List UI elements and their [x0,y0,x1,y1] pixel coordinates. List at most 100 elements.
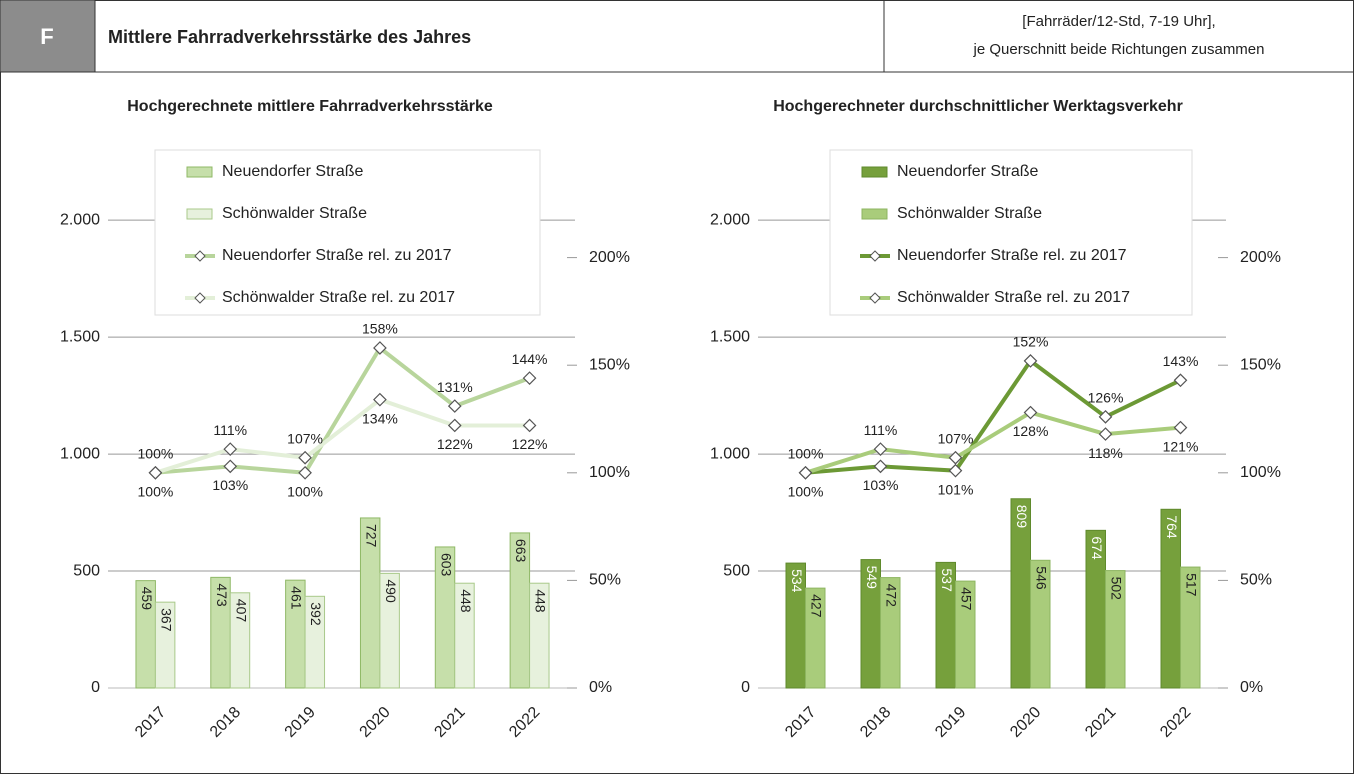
y-tick-label: 500 [73,562,100,579]
line-value-label: 100% [788,484,824,500]
line-marker [873,459,888,474]
bar-value-label: 461 [289,586,305,610]
y-tick-label: 0 [741,679,750,696]
bar [1030,559,1051,689]
y2-tick-label: 200% [1240,249,1281,266]
header-note: [Fahrräder/12-Std, 7-19 Uhr], [1022,13,1215,30]
line-value-label: 107% [938,430,974,446]
bar-value-label: 472 [884,584,900,608]
legend: Neuendorfer Straße Schönwalder Straße Neue… [829,149,1193,316]
line-value-label: 128% [1013,423,1049,439]
bar-value-label: 603 [438,553,454,577]
y-tick-label: 1.500 [710,328,750,345]
line-value-label: 152% [1013,334,1049,350]
line-marker [522,418,537,433]
legend-label: Schönwalder Straße rel. zu 2017 [897,289,1130,306]
line-value-label: 107% [287,430,323,446]
line-marker [522,371,537,385]
y2-tick-label: 200% [589,249,630,266]
line-marker [948,463,963,478]
line-value-label: 158% [362,321,398,337]
y2-tick-label: 0% [1240,679,1263,696]
legend-label: Neuendorfer Straße [897,163,1039,180]
bar [805,587,826,689]
header-title: Mittlere Fahrradverkehrsstärke des Jahre… [108,27,471,47]
line [155,345,531,475]
y-tick-label: 0 [91,679,100,696]
bar [304,595,326,689]
line-marker [1098,427,1113,441]
bar-value-label: 663 [513,539,529,563]
y2-tick-label: 0% [589,679,612,696]
legend-swatch [861,166,888,178]
bar [379,572,400,689]
bar-value-label: 537 [939,568,955,592]
line-marker [148,465,163,480]
line-marker [298,450,312,465]
bar [454,582,475,689]
bar [955,580,976,689]
line-value-label: 100% [138,484,174,500]
y2-tick-label: 100% [589,464,630,481]
bar-value-label: 427 [809,594,825,618]
bar [529,582,550,689]
legend-box [829,149,1193,316]
y-tick-label: 1.500 [60,328,100,345]
header-note: je Querschnitt beide Richtungen zusammen [973,41,1265,58]
legend-label: Schönwalder Straße rel. zu 2017 [222,289,455,306]
legend-label: Schönwalder Straße [897,205,1042,222]
line-marker [1098,409,1113,424]
line-value-label: 101% [938,481,974,497]
line-marker [298,465,312,480]
line-marker [1173,420,1188,435]
y-tick-label: 500 [723,562,750,579]
legend-marker [869,292,881,304]
bar-value-label: 549 [864,566,880,590]
line-marker [1023,405,1038,420]
line-value-label: 100% [788,446,824,462]
line-marker [373,341,387,355]
line-value-label: 134% [362,410,398,426]
legend-marker [194,250,206,262]
bar-value-label: 459 [139,587,155,611]
line-marker [447,399,462,413]
line-marker [373,392,387,407]
legend-label: Neuendorfer Straße rel. zu 2017 [897,247,1127,264]
y2-tick-label: 150% [1240,356,1281,373]
line-marker [223,459,238,474]
y-tick-label: 2.000 [60,211,100,228]
y-tick-label: 1.000 [60,445,100,462]
y2-tick-label: 50% [1240,572,1272,589]
y-tick-label: 2.000 [710,211,750,228]
bar-value-label: 448 [458,589,474,613]
bar [880,577,901,689]
line-marker [798,465,813,480]
bar-value-label: 490 [383,579,399,603]
line-marker [1173,373,1188,388]
line-marker [948,450,963,465]
bar-value-label: 502 [1109,577,1125,601]
bar-value-label: 448 [533,589,549,613]
bar-value-label: 727 [363,524,379,548]
line-value-label: 111% [864,422,898,438]
legend-marker [194,292,206,304]
line-value-label: 118% [1088,445,1123,461]
line-value-label: 100% [138,446,174,462]
line-marker [873,442,888,456]
legend-marker [869,250,881,262]
legend-label: Neuendorfer Straße [222,163,364,180]
line [805,358,1182,475]
line-value-label: 126% [1088,390,1124,406]
line-marker [1023,354,1038,368]
legend: Neuendorfer Straße Schönwalder Straße Neue… [154,149,541,316]
legend-swatch [186,166,213,178]
y2-tick-label: 150% [589,356,630,373]
line-value-label: 103% [212,477,248,493]
line-value-label: 111% [213,422,247,438]
bar-value-label: 764 [1164,515,1180,539]
legend-label: Neuendorfer Straße rel. zu 2017 [222,247,452,264]
bar [1105,570,1126,689]
bar-value-label: 392 [308,602,324,626]
